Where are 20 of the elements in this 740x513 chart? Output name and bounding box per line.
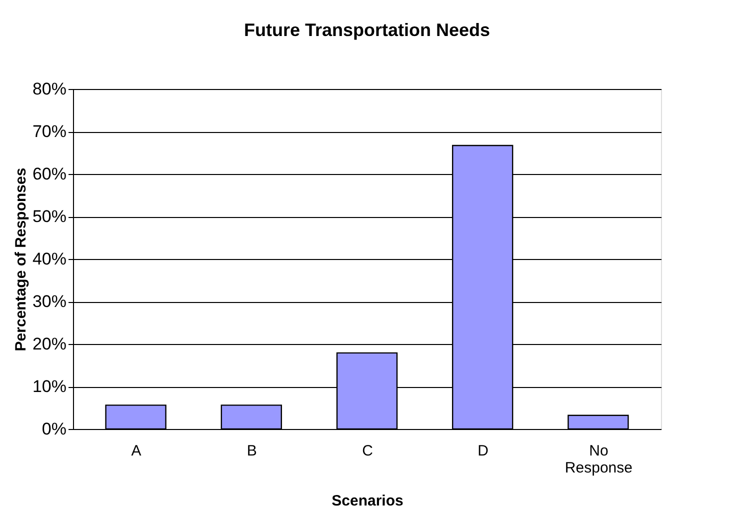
y-tick-label: 20% <box>32 334 66 354</box>
x-tick-label: B <box>246 442 257 460</box>
y-tick-label: 40% <box>32 250 66 268</box>
y-tick-label: 0% <box>42 420 66 438</box>
bar <box>220 404 282 430</box>
y-tick-label: 60% <box>32 164 66 184</box>
x-tick-label: No Response <box>564 442 632 476</box>
bar <box>105 404 166 430</box>
y-tick-label: 30% <box>32 292 66 311</box>
x-tick-label: C <box>362 442 374 460</box>
y-tick-label: 80% <box>32 80 66 98</box>
y-tick-label: 70% <box>32 122 66 141</box>
y-tick-label: 50% <box>32 207 66 226</box>
x-tick-label: D <box>478 442 489 460</box>
y-axis-title: Percentage of Responses <box>12 168 30 352</box>
y-tick-label: 10% <box>32 377 66 396</box>
chart-title: Future Transportation Needs <box>244 20 490 40</box>
x-tick-label: A <box>131 442 142 460</box>
bar <box>568 414 629 430</box>
x-axis-title: Scenarios <box>332 492 404 510</box>
